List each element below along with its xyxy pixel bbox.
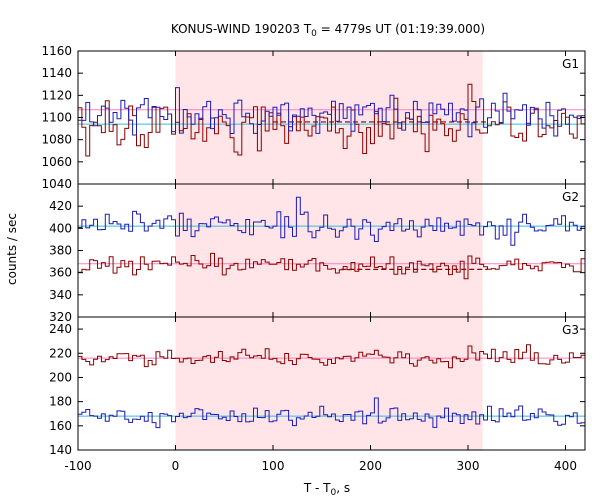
y-axis-label: counts / sec — [5, 213, 19, 285]
panel-g1: 1040 1060 1080 1100 1120 1140 1160 G1 — [41, 44, 586, 191]
x-tick-label: 300 — [457, 459, 480, 473]
y-tick-label: 400 — [49, 221, 72, 235]
x-tick-label: -100 — [64, 459, 91, 473]
series-g2-red_series — [78, 252, 585, 280]
series-g3-red_series — [78, 344, 585, 369]
x-tick-label: 100 — [262, 459, 285, 473]
panel-g2: 320 340 360 380 400 420 G2 — [49, 183, 586, 324]
chart-title: KONUS-WIND 190203 T0 = 4779s UT (01:19:3… — [171, 22, 485, 39]
panel-label-g1: G1 — [562, 57, 579, 71]
y-tick-label: 1160 — [41, 44, 72, 58]
y-tick-label: 1120 — [41, 88, 72, 102]
y-tick-label: 1140 — [41, 66, 72, 80]
x-tick-label: 400 — [554, 459, 577, 473]
y-tick-label: 1100 — [41, 111, 72, 125]
y-tick-label: 220 — [49, 346, 72, 360]
panel-g3: 140 160 180 200 220 240 G3 — [49, 316, 586, 457]
x-axis-label: T - T0, s — [303, 481, 350, 498]
y-tick-label: 380 — [49, 244, 72, 258]
y-tick-label: 1040 — [41, 177, 72, 191]
series-g1-red_series — [78, 83, 585, 157]
series-g2-blue_series — [78, 196, 585, 246]
series-g1-blue_series — [78, 87, 585, 138]
y-tick-label: 1060 — [41, 155, 72, 169]
y-tick-label: 240 — [49, 322, 72, 336]
y-tick-label: 200 — [49, 370, 72, 384]
series-g3-blue_series — [78, 397, 585, 429]
y-tick-label: 140 — [49, 443, 72, 457]
plot-layer: 1040106010801100112011401160G13203403603… — [41, 44, 586, 473]
y-tick-label: 420 — [49, 199, 72, 213]
y-tick-label: 160 — [49, 419, 72, 433]
panel-label-g3: G3 — [562, 323, 579, 337]
panel-frame-g3 — [77, 316, 586, 451]
y-tick-label: 1080 — [41, 133, 72, 147]
x-tick-label: 200 — [359, 459, 382, 473]
y-tick-label: 180 — [49, 395, 72, 409]
y-tick-label: 360 — [49, 266, 72, 280]
y-tick-label: 320 — [49, 310, 72, 324]
y-tick-label: 340 — [49, 288, 72, 302]
x-tick-label: 0 — [172, 459, 180, 473]
panel-label-g2: G2 — [562, 190, 579, 204]
